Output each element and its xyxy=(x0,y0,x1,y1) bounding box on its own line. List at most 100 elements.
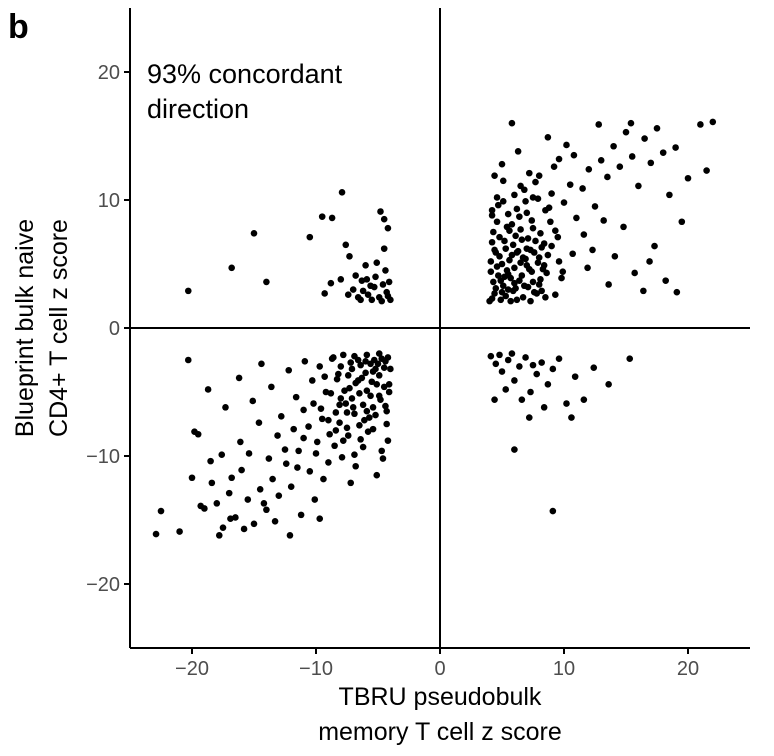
data-point xyxy=(380,245,388,252)
data-point xyxy=(516,363,523,370)
data-point xyxy=(527,297,534,305)
data-point xyxy=(529,278,537,286)
data-point xyxy=(517,182,524,190)
data-point xyxy=(527,388,534,396)
data-point xyxy=(308,377,316,384)
data-point xyxy=(311,496,319,503)
data-point xyxy=(368,296,376,304)
data-point xyxy=(563,141,570,149)
data-point xyxy=(342,400,350,407)
data-point xyxy=(496,351,503,359)
data-point xyxy=(366,414,373,421)
data-point xyxy=(363,407,371,415)
data-point xyxy=(697,121,704,128)
data-point xyxy=(488,212,496,219)
data-point xyxy=(380,364,388,371)
data-point xyxy=(337,395,345,402)
data-point xyxy=(538,359,545,366)
data-point xyxy=(228,474,235,482)
data-point xyxy=(244,496,252,503)
data-point xyxy=(528,268,536,275)
data-point xyxy=(552,291,559,299)
data-point xyxy=(544,381,552,388)
annotation-line-2: direction xyxy=(147,94,249,124)
y-tick-label: −20 xyxy=(86,574,120,596)
data-point xyxy=(375,372,383,379)
data-point xyxy=(250,520,258,528)
data-point xyxy=(222,404,229,411)
data-point xyxy=(508,350,516,357)
data-point xyxy=(535,172,543,179)
data-point xyxy=(356,421,363,429)
data-point xyxy=(552,227,559,235)
data-point xyxy=(499,282,507,290)
data-point xyxy=(503,267,511,274)
data-point xyxy=(589,246,596,254)
data-point xyxy=(518,236,526,243)
data-point xyxy=(383,420,390,428)
data-point xyxy=(496,233,503,241)
data-point xyxy=(523,261,531,269)
data-point xyxy=(335,370,342,378)
data-point xyxy=(364,291,372,299)
y-axis-title-line-1: Blueprint bulk naive xyxy=(11,219,39,437)
data-point xyxy=(659,149,667,156)
x-axis-title-line-2: memory T cell z score xyxy=(318,718,562,746)
data-point xyxy=(331,442,338,450)
data-point xyxy=(359,443,367,451)
data-point xyxy=(352,272,359,279)
data-point xyxy=(550,163,558,171)
data-point xyxy=(516,213,523,220)
x-tick-label: −10 xyxy=(299,658,333,680)
data-point xyxy=(490,278,497,286)
data-point xyxy=(277,413,285,420)
data-point xyxy=(227,515,234,523)
data-point xyxy=(627,119,635,127)
data-point xyxy=(535,281,543,288)
data-point xyxy=(494,201,502,209)
data-point xyxy=(373,471,381,479)
data-point xyxy=(554,233,562,241)
y-tick-label: 10 xyxy=(98,190,120,212)
data-point xyxy=(312,450,320,457)
data-point xyxy=(626,355,634,363)
data-point xyxy=(306,468,314,475)
data-point xyxy=(326,430,333,438)
x-tick-label: 10 xyxy=(553,658,575,680)
data-point xyxy=(362,369,369,377)
data-point xyxy=(232,514,239,521)
data-point xyxy=(358,277,366,284)
y-axis-title: Blueprint bulk naive CD4+ T cell z score xyxy=(11,219,73,437)
data-point xyxy=(328,214,336,222)
data-point xyxy=(321,373,328,380)
data-point xyxy=(317,405,325,412)
data-point xyxy=(362,357,369,365)
data-point xyxy=(555,258,563,265)
annotation-line-1: 93% concordant xyxy=(147,59,343,89)
data-point xyxy=(563,400,570,407)
data-point xyxy=(628,153,636,160)
data-point xyxy=(508,251,516,259)
y-tick-label: 20 xyxy=(98,62,120,84)
data-point xyxy=(316,515,324,523)
data-point xyxy=(540,404,548,411)
data-point xyxy=(318,213,326,220)
data-point xyxy=(490,228,497,236)
data-point xyxy=(595,121,603,128)
data-point xyxy=(507,274,514,282)
data-point xyxy=(518,272,526,279)
data-point xyxy=(529,361,537,369)
data-point xyxy=(590,364,598,371)
data-point xyxy=(349,404,357,411)
data-point xyxy=(516,277,523,284)
data-point xyxy=(605,381,612,388)
data-point xyxy=(382,267,389,274)
data-point xyxy=(640,287,647,295)
data-point xyxy=(534,195,542,203)
data-point xyxy=(358,374,366,382)
data-point xyxy=(237,438,244,446)
data-point xyxy=(367,282,374,290)
data-point xyxy=(559,268,567,275)
data-point xyxy=(486,297,493,305)
data-point xyxy=(184,287,192,295)
